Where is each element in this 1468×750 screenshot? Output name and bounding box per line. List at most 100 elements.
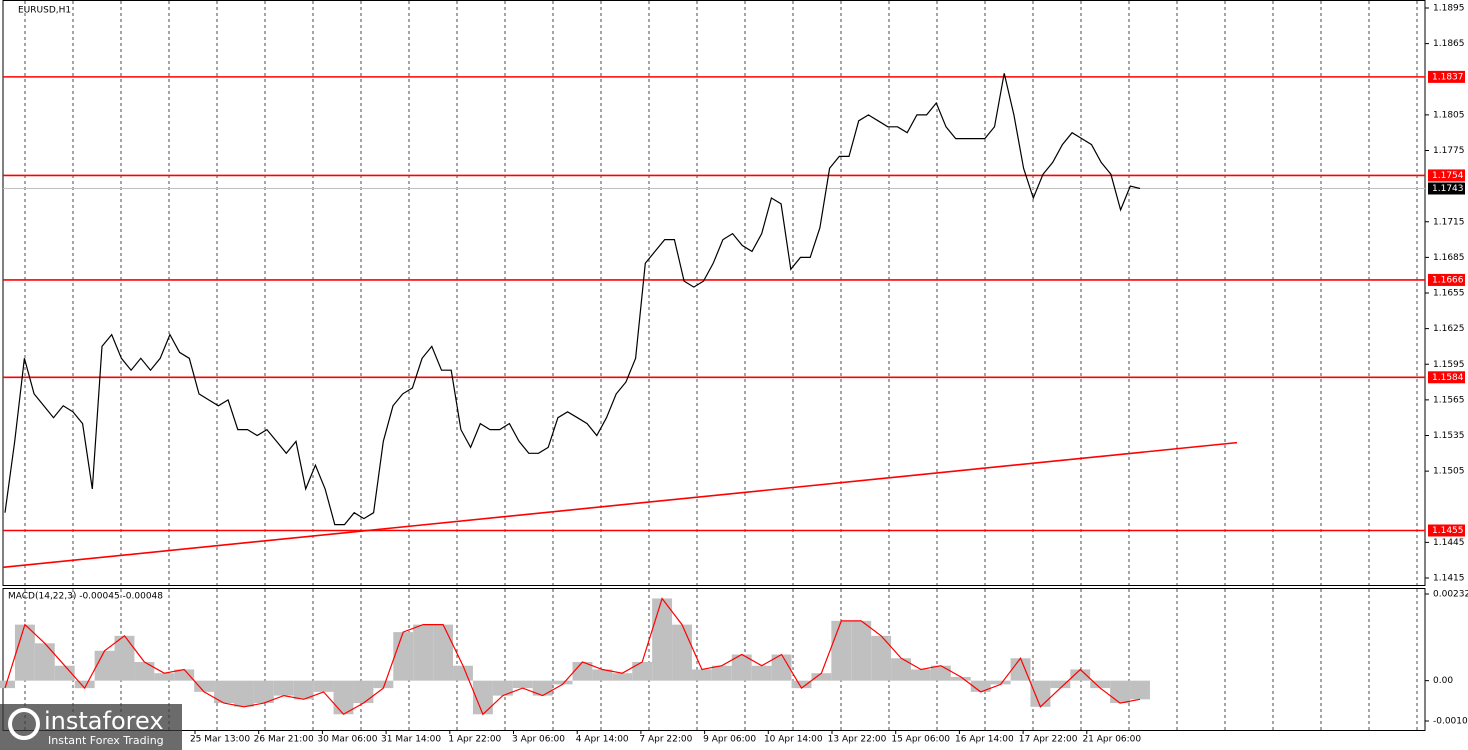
macd-bar <box>512 680 533 689</box>
macd-bar <box>94 650 115 681</box>
level-label: 1.1666 <box>1432 275 1464 285</box>
y-tick-label: 1.1505 <box>1433 467 1465 477</box>
macd-bar <box>851 620 872 681</box>
macd-bar <box>433 624 454 681</box>
x-tick-label: 7 Apr 22:00 <box>639 735 692 745</box>
macd-bar <box>711 665 732 681</box>
x-tick-label: 15 Apr 06:00 <box>891 735 950 745</box>
macd-tick-label: -0.00108 <box>1433 717 1468 727</box>
macd-bar <box>731 654 752 681</box>
macd-bar <box>911 669 931 681</box>
macd-bar <box>34 643 55 681</box>
macd-signal <box>4 597 1141 716</box>
y-tick-label: 1.1625 <box>1433 324 1465 334</box>
macd-bar <box>1030 680 1051 707</box>
y-tick-label: 1.1445 <box>1433 538 1465 548</box>
macd-bar <box>811 673 832 681</box>
chart-title: EURUSD,H1 <box>18 6 71 16</box>
level-tag <box>1428 524 1465 537</box>
macd-label: MACD(14,22,3) -0.00045 -0.00048 <box>8 592 163 602</box>
tagline: Instant Forex Trading <box>48 734 164 747</box>
macd-bar <box>492 680 513 696</box>
macd-bar <box>632 661 653 681</box>
y-tick-label: 1.1655 <box>1433 289 1465 299</box>
macd-bar <box>672 624 692 681</box>
level-label: 1.1455 <box>1432 526 1464 536</box>
x-tick-label: 10 Apr 14:00 <box>764 735 823 745</box>
macd-bar <box>114 635 135 681</box>
brand: instaforex <box>44 707 164 735</box>
macd-bar <box>453 665 473 681</box>
y-tick-label: 1.1685 <box>1433 253 1465 263</box>
macd-bar <box>74 680 95 689</box>
macd-bar <box>273 680 294 696</box>
macd-bar <box>194 680 215 692</box>
y-tick-label: 1.1595 <box>1433 360 1465 370</box>
price-line <box>4 73 1141 526</box>
macd-tick-label: 0.00232 <box>1433 590 1468 600</box>
macd-bar <box>333 680 354 715</box>
macd-bar <box>134 661 155 681</box>
macd-bar <box>871 635 892 681</box>
macd-bar <box>612 673 633 681</box>
macd-bar <box>413 624 434 681</box>
x-tick-label: 30 Mar 06:00 <box>317 735 377 745</box>
price-panel <box>2 0 1426 586</box>
x-tick-label: 9 Apr 06:00 <box>703 735 756 745</box>
level-tag <box>1428 169 1465 182</box>
x-tick-label: 26 Mar 21:00 <box>254 735 314 745</box>
y-tick-label: 1.1805 <box>1433 110 1465 120</box>
macd-bar <box>691 669 712 681</box>
macd-bar <box>353 680 374 704</box>
macd-bar <box>472 680 493 715</box>
macd-bar <box>373 680 394 689</box>
last-price-tag <box>1428 182 1465 195</box>
macd-bar <box>253 680 274 704</box>
macd-bar <box>393 632 414 681</box>
macd-bar <box>532 680 553 696</box>
macd-bar <box>1130 680 1150 700</box>
y-tick-label: 1.1535 <box>1433 431 1465 441</box>
x-tick-label: 25 Mar 13:00 <box>190 735 250 745</box>
last-price-label: 1.1743 <box>1432 184 1464 194</box>
level-label: 1.1837 <box>1432 72 1464 82</box>
level-tag <box>1428 273 1465 286</box>
macd-bar <box>174 669 195 681</box>
macd-bar <box>891 658 912 681</box>
macd-bar <box>1050 680 1071 689</box>
x-tick-label: 3 Apr 06:00 <box>512 735 565 745</box>
macd-bar <box>990 680 1011 685</box>
macd-bar <box>154 673 175 681</box>
y-tick-label: 1.1715 <box>1433 217 1465 227</box>
level-label: 1.1754 <box>1432 171 1464 181</box>
macd-bar <box>293 680 314 700</box>
x-tick-label: 17 Apr 22:00 <box>1019 735 1078 745</box>
macd-bar <box>652 598 673 681</box>
macd-tick-label: 0.00 <box>1433 676 1453 686</box>
macd-bar <box>233 680 254 707</box>
macd-bar <box>1070 669 1091 681</box>
macd-bar <box>970 680 991 692</box>
x-tick-label: 31 Mar 14:00 <box>381 735 441 745</box>
macd-bar <box>751 665 772 681</box>
y-tick-label: 1.1415 <box>1433 574 1465 584</box>
macd-bar <box>552 680 573 685</box>
x-tick-label: 1 Apr 22:00 <box>448 735 501 745</box>
macd-bar <box>791 680 812 689</box>
x-tick-label: 16 Apr 14:00 <box>955 735 1014 745</box>
macd-bar <box>14 624 35 681</box>
macd-panel <box>2 588 1426 731</box>
macd-bar <box>214 680 234 704</box>
y-tick-label: 1.1565 <box>1433 395 1465 405</box>
macd-bar <box>1090 680 1111 689</box>
macd-bar <box>950 676 971 681</box>
y-tick-label: 1.1895 <box>1433 4 1465 14</box>
macd-bar <box>1110 680 1131 704</box>
level-tag <box>1428 70 1465 83</box>
y-tick-label: 1.1775 <box>1433 146 1465 156</box>
macd-bar <box>1010 658 1031 681</box>
macd-bar <box>592 669 613 681</box>
logo-icon <box>8 708 40 740</box>
macd-bar <box>313 680 334 692</box>
